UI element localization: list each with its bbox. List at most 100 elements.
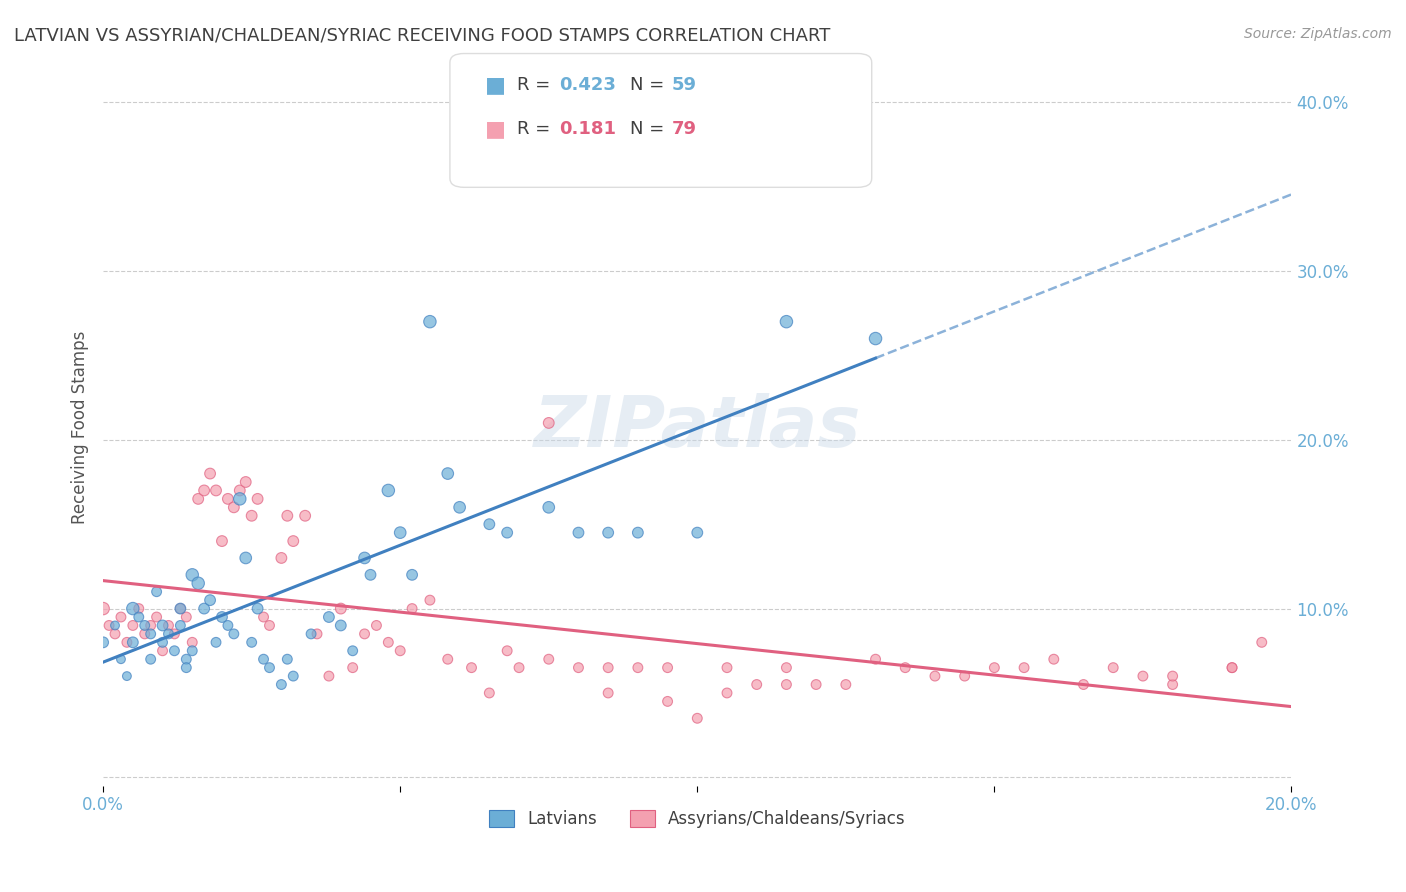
- Assyrians/Chaldeans/Syriacs: [1220, 660, 1243, 674]
- Latvians: [377, 483, 399, 498]
- Latvians: [152, 618, 174, 632]
- Assyrians/Chaldeans/Syriacs: [115, 635, 138, 649]
- Assyrians/Chaldeans/Syriacs: [246, 491, 269, 506]
- Assyrians/Chaldeans/Syriacs: [235, 475, 257, 489]
- Assyrians/Chaldeans/Syriacs: [366, 618, 388, 632]
- Y-axis label: Receiving Food Stamps: Receiving Food Stamps: [72, 330, 89, 524]
- Assyrians/Chaldeans/Syriacs: [537, 416, 560, 430]
- Assyrians/Chaldeans/Syriacs: [389, 644, 412, 658]
- Latvians: [229, 491, 252, 506]
- Assyrians/Chaldeans/Syriacs: [1161, 669, 1184, 683]
- Assyrians/Chaldeans/Syriacs: [627, 660, 650, 674]
- Assyrians/Chaldeans/Syriacs: [716, 686, 738, 700]
- Latvians: [259, 660, 281, 674]
- Assyrians/Chaldeans/Syriacs: [139, 618, 162, 632]
- Assyrians/Chaldeans/Syriacs: [1042, 652, 1064, 666]
- Assyrians/Chaldeans/Syriacs: [775, 677, 797, 691]
- Assyrians/Chaldeans/Syriacs: [211, 534, 233, 549]
- Assyrians/Chaldeans/Syriacs: [176, 610, 198, 624]
- Assyrians/Chaldeans/Syriacs: [270, 551, 292, 566]
- Assyrians/Chaldeans/Syriacs: [657, 660, 679, 674]
- Text: R =: R =: [517, 76, 557, 94]
- Assyrians/Chaldeans/Syriacs: [318, 669, 340, 683]
- Assyrians/Chaldeans/Syriacs: [657, 694, 679, 708]
- Assyrians/Chaldeans/Syriacs: [598, 686, 620, 700]
- Latvians: [318, 610, 340, 624]
- Assyrians/Chaldeans/Syriacs: [598, 660, 620, 674]
- Latvians: [157, 627, 180, 641]
- Latvians: [252, 652, 274, 666]
- Latvians: [401, 567, 423, 582]
- Assyrians/Chaldeans/Syriacs: [145, 610, 167, 624]
- Latvians: [145, 584, 167, 599]
- Latvians: [478, 517, 501, 532]
- Latvians: [246, 601, 269, 615]
- Assyrians/Chaldeans/Syriacs: [205, 483, 228, 498]
- Assyrians/Chaldeans/Syriacs: [460, 660, 482, 674]
- Text: LATVIAN VS ASSYRIAN/CHALDEAN/SYRIAC RECEIVING FOOD STAMPS CORRELATION CHART: LATVIAN VS ASSYRIAN/CHALDEAN/SYRIAC RECE…: [14, 27, 831, 45]
- Assyrians/Chaldeans/Syriacs: [353, 627, 375, 641]
- Latvians: [128, 610, 150, 624]
- Latvians: [627, 525, 650, 540]
- Latvians: [198, 593, 221, 607]
- Latvians: [419, 315, 441, 329]
- Latvians: [169, 601, 191, 615]
- Latvians: [134, 618, 156, 632]
- Latvians: [222, 627, 245, 641]
- Assyrians/Chaldeans/Syriacs: [91, 601, 114, 615]
- Assyrians/Chaldeans/Syriacs: [419, 593, 441, 607]
- Latvians: [211, 610, 233, 624]
- Text: ■: ■: [485, 120, 506, 139]
- Assyrians/Chaldeans/Syriacs: [294, 508, 316, 523]
- Latvians: [110, 652, 132, 666]
- Latvians: [360, 567, 382, 582]
- Latvians: [181, 567, 204, 582]
- Latvians: [235, 551, 257, 566]
- Assyrians/Chaldeans/Syriacs: [342, 660, 364, 674]
- Latvians: [537, 500, 560, 515]
- Latvians: [176, 652, 198, 666]
- Assyrians/Chaldeans/Syriacs: [436, 652, 458, 666]
- Text: N =: N =: [630, 76, 669, 94]
- Latvians: [152, 635, 174, 649]
- Assyrians/Chaldeans/Syriacs: [157, 618, 180, 632]
- Assyrians/Chaldeans/Syriacs: [1012, 660, 1035, 674]
- Assyrians/Chaldeans/Syriacs: [305, 627, 328, 641]
- Latvians: [329, 618, 352, 632]
- Latvians: [187, 576, 209, 591]
- Assyrians/Chaldeans/Syriacs: [152, 644, 174, 658]
- Assyrians/Chaldeans/Syriacs: [276, 508, 298, 523]
- Latvians: [598, 525, 620, 540]
- Latvians: [449, 500, 471, 515]
- Latvians: [139, 627, 162, 641]
- Assyrians/Chaldeans/Syriacs: [686, 711, 709, 725]
- Assyrians/Chaldeans/Syriacs: [134, 627, 156, 641]
- Assyrians/Chaldeans/Syriacs: [222, 500, 245, 515]
- Latvians: [283, 669, 305, 683]
- Latvians: [121, 601, 143, 615]
- Latvians: [276, 652, 298, 666]
- Assyrians/Chaldeans/Syriacs: [329, 601, 352, 615]
- Latvians: [567, 525, 589, 540]
- Latvians: [121, 635, 143, 649]
- Assyrians/Chaldeans/Syriacs: [187, 491, 209, 506]
- Assyrians/Chaldeans/Syriacs: [193, 483, 215, 498]
- Text: ■: ■: [485, 75, 506, 95]
- Assyrians/Chaldeans/Syriacs: [1102, 660, 1125, 674]
- Assyrians/Chaldeans/Syriacs: [240, 508, 263, 523]
- Assyrians/Chaldeans/Syriacs: [537, 652, 560, 666]
- Assyrians/Chaldeans/Syriacs: [1161, 677, 1184, 691]
- Latvians: [217, 618, 239, 632]
- Latvians: [686, 525, 709, 540]
- Assyrians/Chaldeans/Syriacs: [745, 677, 768, 691]
- Text: 59: 59: [672, 76, 697, 94]
- Latvians: [436, 467, 458, 481]
- Latvians: [163, 644, 186, 658]
- Assyrians/Chaldeans/Syriacs: [181, 635, 204, 649]
- Latvians: [115, 669, 138, 683]
- Assyrians/Chaldeans/Syriacs: [252, 610, 274, 624]
- Assyrians/Chaldeans/Syriacs: [163, 627, 186, 641]
- Latvians: [342, 644, 364, 658]
- Assyrians/Chaldeans/Syriacs: [217, 491, 239, 506]
- Assyrians/Chaldeans/Syriacs: [259, 618, 281, 632]
